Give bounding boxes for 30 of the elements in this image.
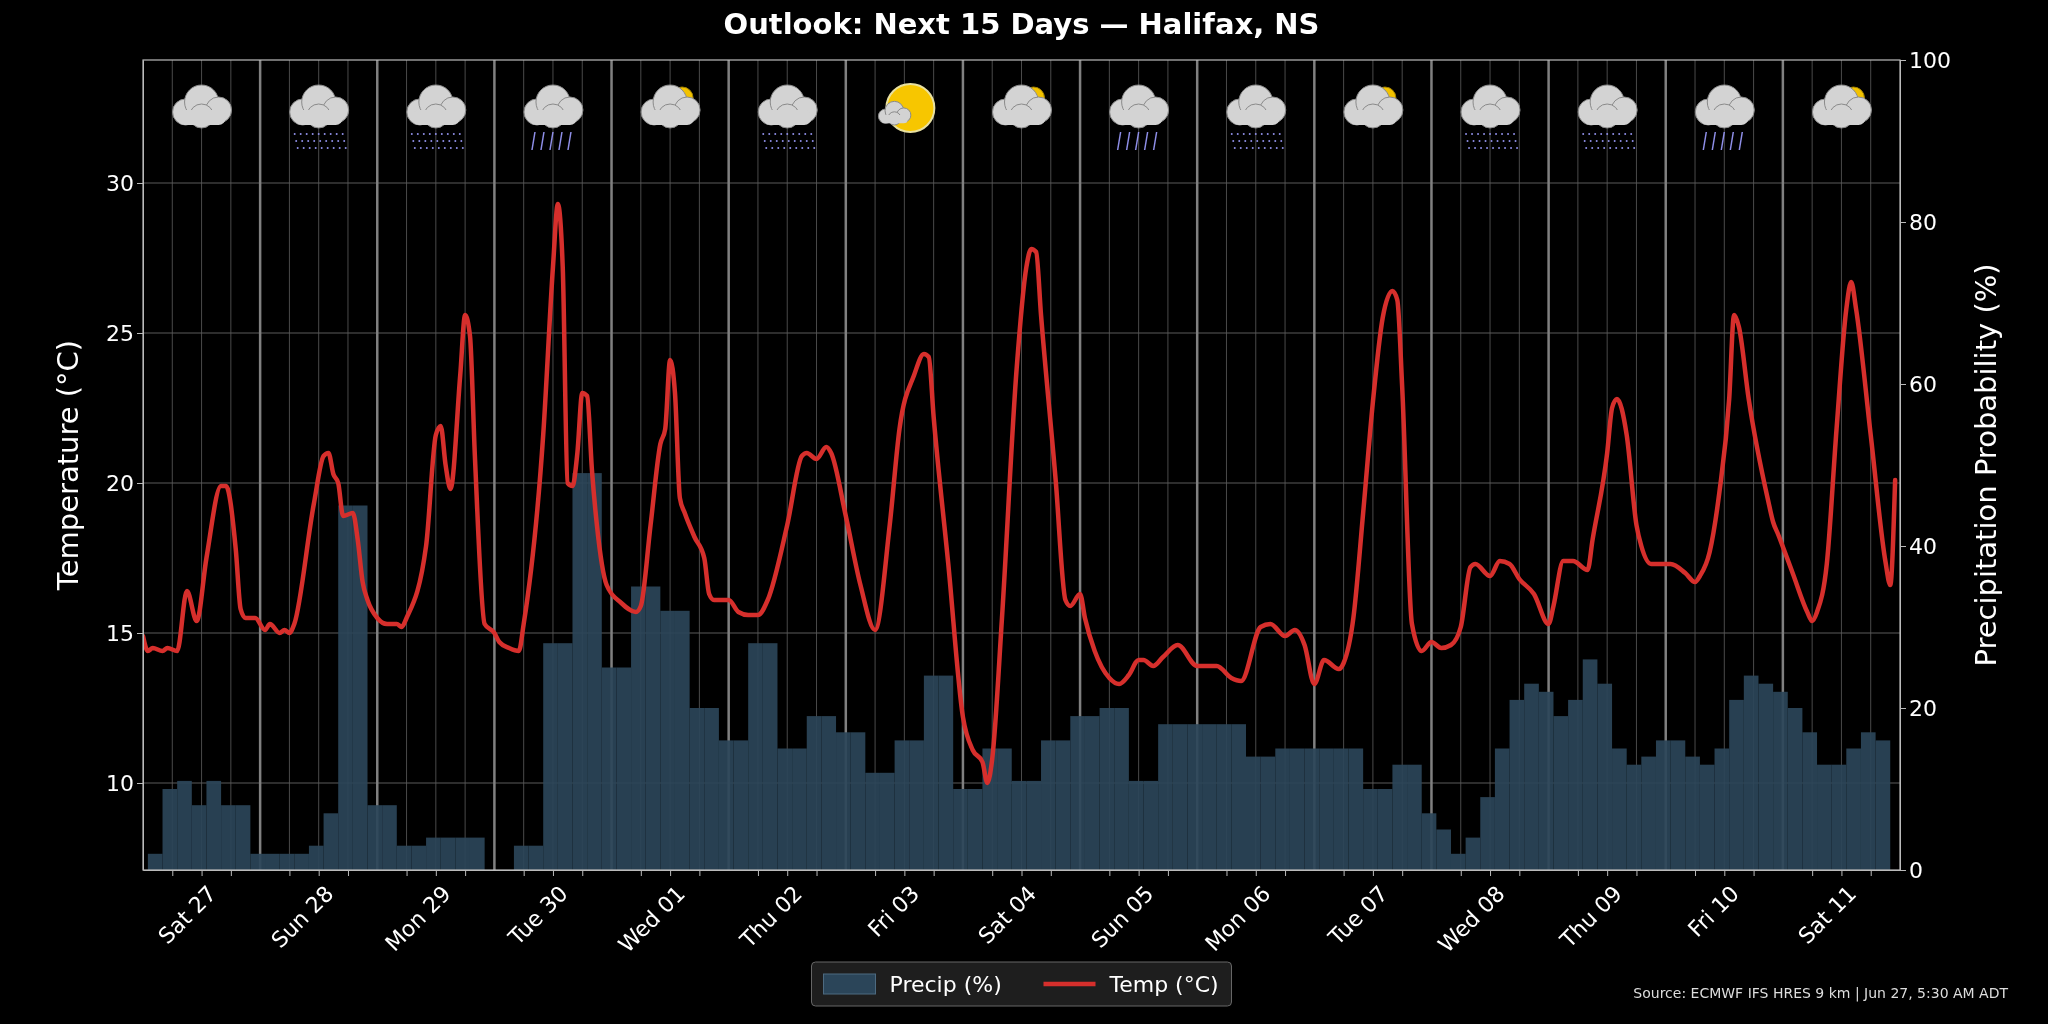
y2-tick-label: 40 xyxy=(1909,533,1937,559)
x-tick-label: Thu 02 xyxy=(734,880,807,954)
chart-title: Outlook: Next 15 Days — Halifax, NS xyxy=(723,7,1320,41)
y2-tick-label: 80 xyxy=(1909,209,1937,235)
y2-tick-label: 60 xyxy=(1909,371,1937,397)
y2-tick-label: 20 xyxy=(1909,695,1937,721)
y-tick-label: 15 xyxy=(106,620,134,646)
y-tick-label: 30 xyxy=(106,170,134,196)
y2-tick-label: 100 xyxy=(1909,47,1951,73)
x-tick-label: Thu 09 xyxy=(1554,880,1627,954)
x-tick-label: Sat 04 xyxy=(973,880,1042,949)
y-axis-title: Temperature (°C) xyxy=(51,339,85,592)
y-tick-label: 20 xyxy=(106,470,134,496)
x-tick-label: Fri 03 xyxy=(863,880,925,942)
x-tick-label: Mon 29 xyxy=(380,880,456,957)
x-tick-label: Sat 27 xyxy=(153,880,222,949)
x-tick-label: Sat 11 xyxy=(1793,880,1862,949)
x-tick-label: Tue 30 xyxy=(502,880,573,951)
y2-axis-title: Precipitation Probability (%) xyxy=(1969,263,2003,667)
legend-label: Precip (%) xyxy=(889,972,1002,997)
source-note: Source: ECMWF IFS HRES 9 km | Jun 27, 5:30 AM ADT xyxy=(1633,985,2009,1002)
y-tick-label: 25 xyxy=(106,320,134,346)
y-tick-label: 10 xyxy=(106,770,134,796)
y2-tick-label: 0 xyxy=(1909,857,1923,883)
x-tick-label: Sun 28 xyxy=(266,880,339,953)
x-tick-label: Sun 05 xyxy=(1086,880,1159,953)
x-tick-label: Mon 06 xyxy=(1200,880,1276,957)
legend-label: Temp (°C) xyxy=(1108,972,1219,997)
x-tick-label: Tue 07 xyxy=(1322,880,1393,951)
x-tick-label: Fri 10 xyxy=(1683,880,1745,942)
